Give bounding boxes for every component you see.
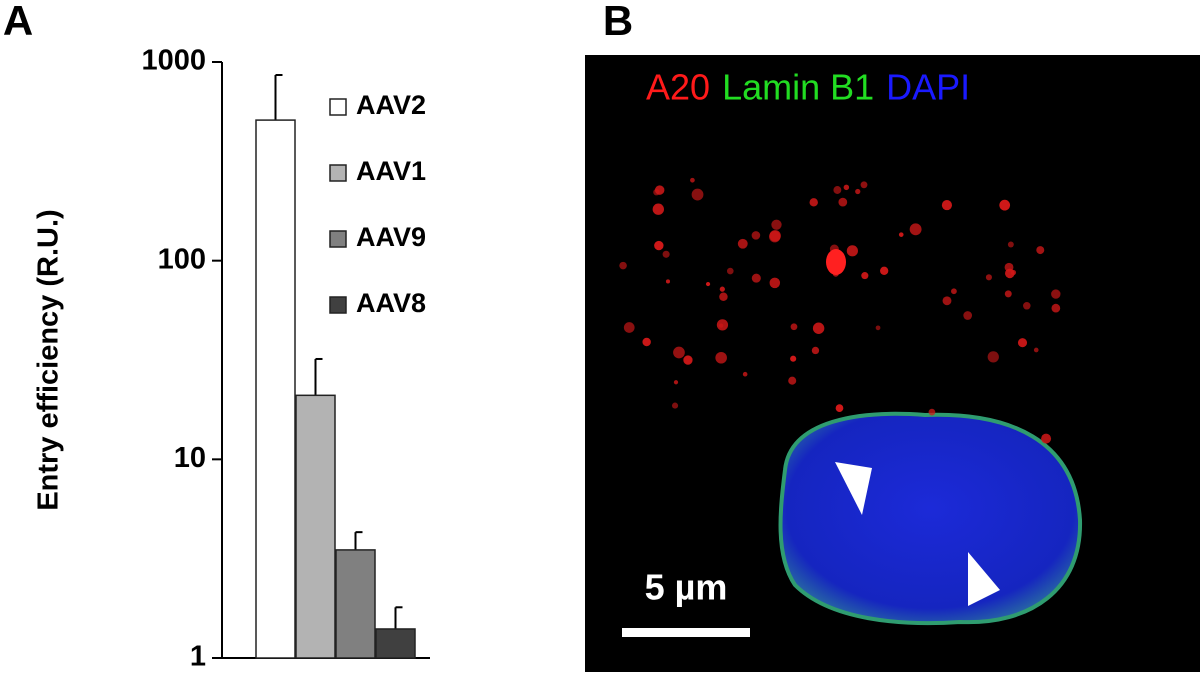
punctum	[835, 404, 844, 412]
punctum	[654, 240, 664, 251]
punctum	[716, 319, 729, 331]
y-axis-label: Entry efficiency (R.U.)	[33, 209, 65, 510]
punctum	[742, 371, 748, 377]
punctum	[951, 288, 957, 295]
legend-label: AAV9	[356, 222, 426, 252]
punctum	[673, 346, 685, 359]
punctum	[691, 188, 704, 201]
punctum	[652, 203, 665, 215]
punctum	[1051, 303, 1061, 313]
punctum	[812, 322, 825, 334]
channel-label: DAPI	[886, 67, 970, 108]
y-tick-label: 100	[158, 243, 206, 275]
punctum	[683, 355, 693, 365]
dots	[619, 177, 1061, 444]
scale-bar	[622, 628, 750, 637]
punctum	[1010, 269, 1017, 276]
punctum	[809, 198, 818, 207]
punctum	[751, 231, 761, 240]
punctum	[788, 376, 797, 385]
bar	[375, 628, 416, 659]
legend-swatch	[329, 296, 347, 314]
legend-label: AAV8	[356, 288, 426, 318]
punctum	[690, 177, 695, 183]
punctum	[662, 250, 670, 258]
bar	[255, 119, 296, 659]
punctum	[942, 296, 952, 306]
punctum	[928, 408, 936, 416]
punctum	[985, 274, 992, 281]
channel-label: A20	[646, 67, 710, 108]
punctum	[790, 323, 798, 331]
legend-swatch	[329, 98, 347, 116]
punctum	[705, 281, 711, 287]
punctum	[653, 188, 660, 196]
punctum	[1017, 338, 1028, 348]
punctum	[875, 325, 881, 331]
punctum	[987, 351, 999, 363]
panel-label: A	[3, 0, 33, 44]
arrowhead	[835, 462, 872, 515]
punctum	[751, 273, 761, 283]
punctum	[846, 245, 858, 257]
scale-bar-label: 5 µm	[645, 567, 728, 608]
punctum	[1023, 302, 1031, 310]
legend-swatch	[329, 164, 347, 182]
punctum	[838, 197, 848, 207]
punctum	[843, 184, 850, 191]
punctum	[715, 351, 727, 364]
punctum	[861, 272, 869, 280]
bar	[335, 549, 376, 659]
punctum	[1036, 246, 1045, 255]
punctum	[719, 292, 728, 301]
punctum	[941, 200, 952, 211]
y-tick-label: 1	[190, 641, 206, 672]
punctum	[790, 355, 797, 362]
punctum	[719, 286, 725, 292]
punctum	[665, 279, 671, 284]
punctum	[623, 322, 635, 333]
punctum	[860, 181, 868, 189]
punctum	[833, 186, 842, 194]
punctum	[999, 199, 1011, 211]
arrowhead	[968, 552, 1000, 606]
y-tick-label: 10	[174, 442, 206, 474]
punctum	[671, 402, 679, 409]
legend-label: AAV2	[356, 90, 426, 120]
punctum	[1051, 289, 1061, 299]
punctum	[855, 188, 861, 195]
punctum	[963, 311, 973, 320]
nucleus	[778, 411, 1083, 626]
punctum	[880, 266, 889, 275]
punctum	[826, 249, 846, 275]
legend-label: AAV1	[356, 156, 426, 186]
channel-label: Lamin B1	[722, 67, 874, 108]
y-tick-label: 1000	[141, 45, 206, 77]
punctum	[673, 380, 679, 385]
legend-swatch	[329, 230, 347, 248]
punctum	[909, 223, 922, 236]
punctum	[769, 277, 781, 289]
punctum	[771, 219, 782, 230]
punctum	[642, 337, 651, 347]
punctum	[1004, 290, 1012, 298]
punctum	[1007, 241, 1014, 248]
bar	[295, 394, 336, 659]
punctum	[619, 261, 627, 270]
punctum	[769, 230, 781, 242]
punctum	[811, 346, 820, 355]
punctum	[898, 232, 904, 237]
punctum	[1033, 347, 1039, 353]
punctum	[737, 238, 748, 249]
punctum	[726, 267, 734, 275]
punctum	[1041, 433, 1052, 444]
panel-label: B	[603, 0, 633, 44]
